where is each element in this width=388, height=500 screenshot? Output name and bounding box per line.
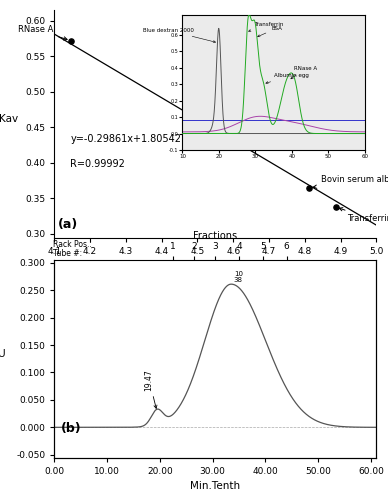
Text: R=0.99992: R=0.99992 bbox=[71, 159, 125, 169]
Point bbox=[333, 203, 339, 211]
Y-axis label: Kav: Kav bbox=[0, 114, 18, 124]
Text: RNase A: RNase A bbox=[291, 66, 317, 79]
Text: 19.47: 19.47 bbox=[145, 370, 157, 408]
X-axis label: Fractions: Fractions bbox=[193, 231, 237, 241]
Text: Albumin egg: Albumin egg bbox=[266, 73, 308, 84]
Text: 10
38: 10 38 bbox=[234, 271, 243, 283]
Text: Rack Pos.:: Rack Pos.: bbox=[53, 240, 92, 249]
Text: RNase A: RNase A bbox=[18, 25, 67, 40]
Text: (a): (a) bbox=[57, 218, 78, 232]
Point bbox=[307, 184, 313, 192]
Text: Transferrin: Transferrin bbox=[339, 208, 388, 223]
Text: Tube #:: Tube #: bbox=[53, 249, 82, 258]
Point bbox=[68, 36, 74, 44]
X-axis label: Min.Tenth: Min.Tenth bbox=[190, 481, 241, 491]
Text: y=-0.29861x+1.80542: y=-0.29861x+1.80542 bbox=[71, 134, 182, 144]
Text: Transferrin: Transferrin bbox=[249, 22, 283, 32]
Point bbox=[242, 143, 248, 151]
Text: Albumin egg: Albumin egg bbox=[249, 124, 310, 146]
Text: BSA: BSA bbox=[258, 26, 282, 37]
X-axis label: logMr: logMr bbox=[201, 261, 230, 271]
Text: Blue dextran 2000: Blue dextran 2000 bbox=[143, 28, 216, 42]
Text: (b): (b) bbox=[61, 422, 81, 435]
Text: Bovin serum albumin: Bovin serum albumin bbox=[313, 175, 388, 188]
Y-axis label: AU: AU bbox=[0, 349, 7, 358]
